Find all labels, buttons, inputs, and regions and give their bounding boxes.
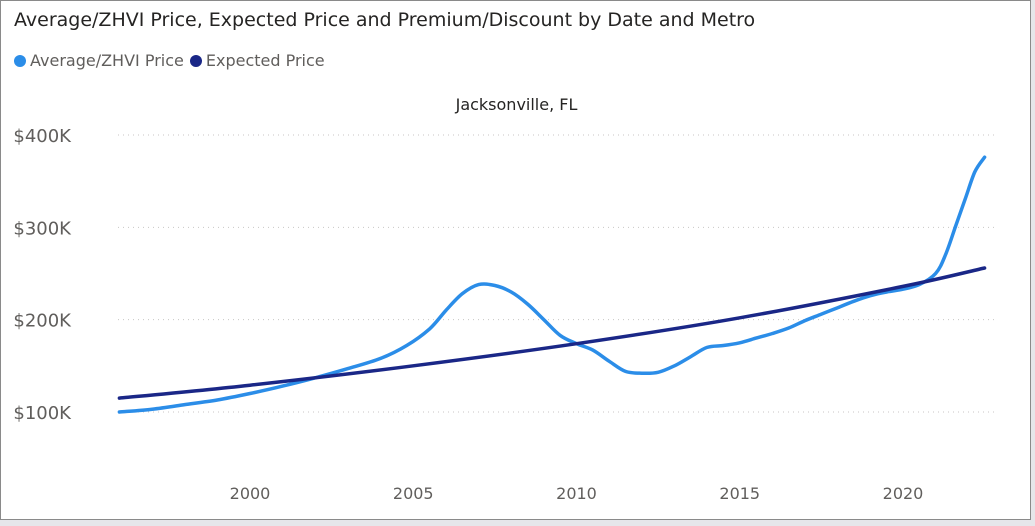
x-tick-label: 2000 [230,484,271,503]
legend-dot-icon [14,54,26,67]
legend-label-expected: Expected Price [205,51,325,70]
chart-title: Average/ZHVI Price, Expected Price and P… [14,9,756,31]
x-tick-label: 2005 [393,484,434,503]
legend-label-average: Average/ZHVI Price [30,51,184,70]
x-tick-label: 2010 [556,484,597,503]
legend-item-average[interactable]: Average/ZHVI Price [14,51,184,70]
series-line-expected-price[interactable] [117,266,987,400]
x-tick-label: 2020 [883,484,924,503]
legend-dot-icon [189,54,202,67]
chart-subtitle: Jacksonville, FL [455,95,578,114]
y-tick-label: $400K [13,126,72,147]
series-line-average-zhvi-price[interactable] [117,155,987,414]
x-tick-label: 2015 [719,484,760,503]
y-tick-label: $100K [13,403,72,424]
legend-item-expected[interactable]: Expected Price [189,51,325,70]
y-tick-label: $300K [13,218,72,239]
legend: Average/ZHVI Price Expected Price [14,51,331,70]
y-tick-label: $200K [13,311,72,332]
